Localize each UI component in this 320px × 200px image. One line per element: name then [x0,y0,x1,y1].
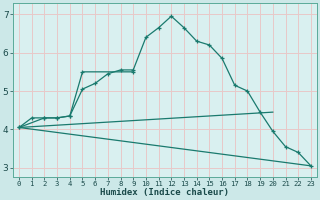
X-axis label: Humidex (Indice chaleur): Humidex (Indice chaleur) [100,188,229,197]
